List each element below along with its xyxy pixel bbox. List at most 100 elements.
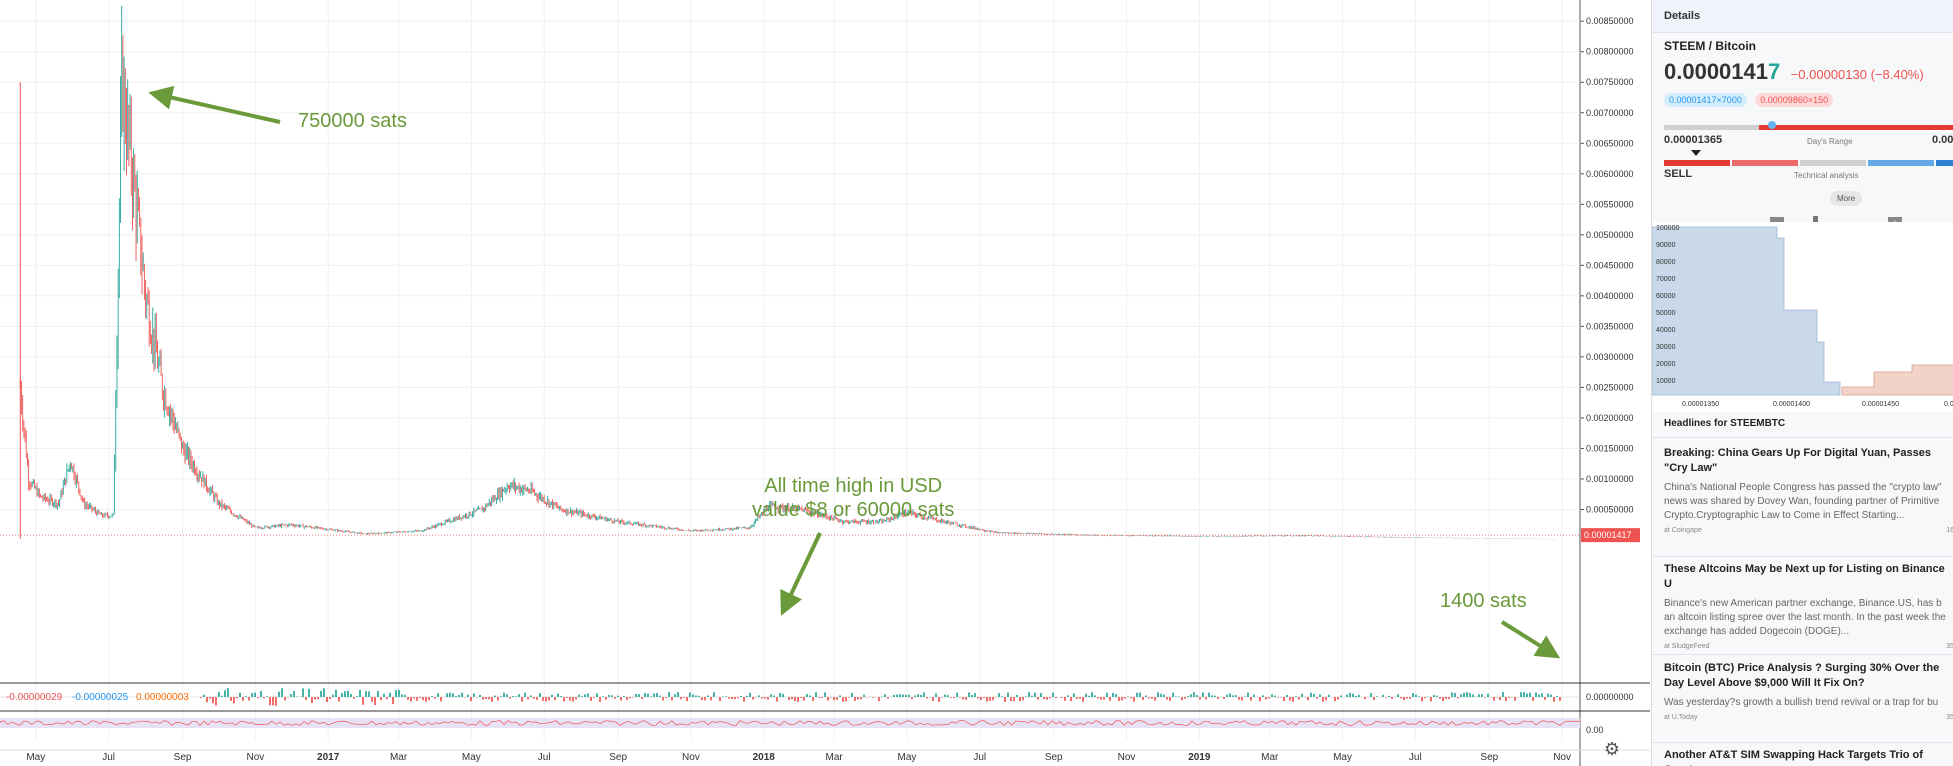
histogram-bar: [719, 697, 721, 702]
histogram-bar: [1544, 697, 1546, 700]
y-tick-label: 0.00400000: [1586, 291, 1634, 301]
histogram-bar: [1271, 694, 1273, 697]
histogram-bar: [1193, 692, 1195, 697]
histogram-bar: [1091, 692, 1093, 697]
y-tick-label: 0.00600000: [1586, 169, 1634, 179]
histogram-bar: [335, 689, 337, 697]
histogram-bar: [509, 697, 511, 699]
histogram-bar: [1052, 692, 1054, 697]
histogram-bar: [983, 697, 985, 698]
histogram-bar: [1151, 697, 1153, 699]
news-title[interactable]: These Altcoins May be Next up for Listin…: [1664, 563, 1945, 590]
last-price: 0.00001417: [1664, 59, 1781, 84]
histogram-bar: [620, 697, 622, 701]
histogram-bar: [725, 696, 727, 697]
arrow-to-ath: [780, 532, 822, 616]
oscillator-value: 0.00000003: [136, 692, 189, 703]
histogram-bar: [425, 697, 427, 702]
price-row: 0.00001417 −0.00000130 (−8.40%): [1664, 59, 1953, 85]
rsi-axis-label: 0.00: [1586, 725, 1604, 735]
histogram-bar: [1253, 694, 1255, 697]
histogram-bar: [305, 697, 307, 700]
news-item[interactable]: Breaking: China Gears Up For Digital Yua…: [1664, 446, 1953, 534]
rsi-band: [0, 718, 1580, 728]
news-item[interactable]: Another AT&T SIM Swapping Hack Targets T…: [1664, 748, 1953, 766]
histogram-bar: [380, 697, 382, 701]
histogram-bar: [491, 697, 493, 702]
histogram-bar: [1337, 697, 1339, 700]
histogram-bar: [872, 697, 874, 698]
histogram-bar: [554, 697, 556, 701]
histogram-bar: [836, 697, 838, 700]
histogram-bar: [1223, 697, 1225, 699]
histogram-bar: [1181, 697, 1183, 701]
histogram-bar: [470, 697, 472, 702]
histogram-bar: [674, 694, 676, 697]
more-button[interactable]: More: [1830, 191, 1863, 206]
histogram-bar: [728, 697, 730, 699]
histogram-bar: [1001, 696, 1003, 697]
histogram-bar: [338, 697, 340, 702]
histogram-bar: [1412, 693, 1414, 697]
histogram-bar: [1457, 697, 1459, 699]
histogram-bar: [1403, 697, 1405, 700]
histogram-bar: [740, 695, 742, 697]
histogram-bar: [992, 697, 994, 701]
news-item[interactable]: Bitcoin (BTC) Price Analysis ? Surging 3…: [1664, 661, 1953, 721]
histogram-bar: [1010, 697, 1012, 702]
histogram-bar: [374, 697, 376, 706]
y-tick-label: 0.00300000: [1586, 352, 1634, 362]
news-title[interactable]: Breaking: China Gears Up For Digital Yua…: [1664, 447, 1931, 474]
x-tick-label: Jul: [538, 752, 551, 763]
symbol-name[interactable]: STEEM / Bitcoin: [1664, 39, 1757, 53]
histogram-bar: [566, 697, 568, 698]
histogram-bar: [1040, 693, 1042, 697]
histogram-bar: [1529, 692, 1531, 697]
histogram-bar: [1184, 697, 1186, 699]
histogram-bar: [878, 697, 880, 702]
chart-area[interactable]: -0.00000029 -0.00000025 0.00000003 0.000000…: [0, 0, 1650, 766]
histogram-bar: [206, 697, 208, 703]
histogram-bar: [449, 692, 451, 697]
histogram-bar: [788, 697, 790, 701]
news-body: Was yesterday?s growth a bullish trend r…: [1664, 697, 1939, 708]
histogram-bar: [1397, 694, 1399, 697]
histogram-bar: [575, 697, 577, 700]
histogram-bar: [1325, 697, 1327, 701]
histogram-bar: [242, 697, 244, 701]
histogram-bar: [902, 694, 904, 697]
x-tick-label: May: [1333, 752, 1352, 763]
histogram-bar: [542, 697, 544, 701]
y-tick-label: 0.00350000: [1586, 321, 1634, 331]
histogram-bar: [317, 697, 319, 700]
histogram-bar: [743, 697, 745, 702]
histogram-bar: [800, 697, 802, 698]
histogram-bar: [1520, 692, 1522, 697]
histogram-bar: [1559, 697, 1561, 701]
histogram-bar: [1031, 695, 1033, 697]
histogram-bar: [776, 697, 778, 702]
histogram-bar: [926, 697, 928, 699]
gear-icon[interactable]: ⚙: [1603, 739, 1621, 759]
histogram-bar: [524, 692, 526, 697]
histogram-bar: [1112, 692, 1114, 697]
grid: [0, 0, 1650, 766]
histogram-bar: [1226, 694, 1228, 697]
histogram-bar: [905, 694, 907, 697]
news-title[interactable]: Bitcoin (BTC) Price Analysis ? Surging 3…: [1664, 662, 1940, 689]
histogram-bar: [1508, 697, 1510, 699]
histogram-bar: [446, 693, 448, 697]
oscillator-value: -0.00000029: [6, 692, 63, 703]
ta-signal: SELL: [1664, 168, 1693, 180]
news-item[interactable]: These Altcoins May be Next up for Listin…: [1664, 562, 1953, 650]
histogram-bar: [1241, 697, 1243, 701]
x-tick-label: Sep: [1480, 752, 1498, 763]
histogram-bar: [332, 694, 334, 697]
oscillator-axis-label: 0.00000000: [1586, 692, 1634, 702]
histogram-bar: [809, 695, 811, 697]
price-chart[interactable]: -0.00000029 -0.00000025 0.00000003 0.000000…: [0, 0, 1650, 766]
histogram-bar: [494, 695, 496, 697]
news-title[interactable]: Another AT&T SIM Swapping Hack Targets T…: [1664, 749, 1923, 766]
histogram-bar: [1424, 697, 1426, 699]
histogram-bar: [935, 693, 937, 697]
